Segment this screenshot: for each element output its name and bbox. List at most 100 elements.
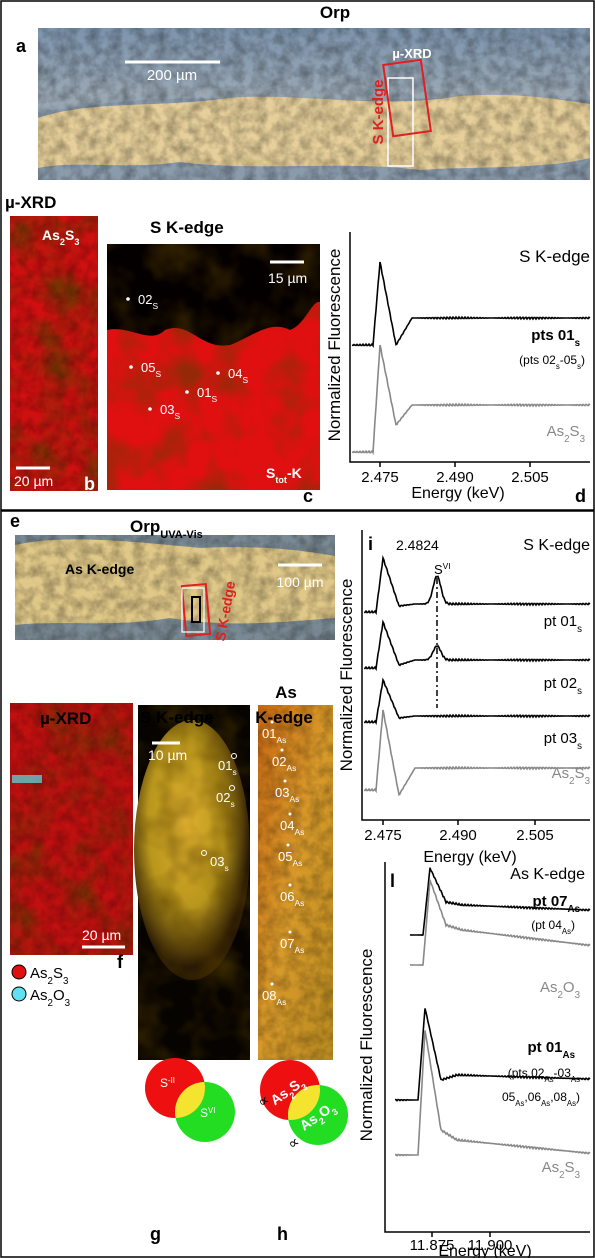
point-label: 05As — [278, 849, 302, 868]
label: As K-edge — [510, 866, 585, 883]
text-part: -05 — [560, 353, 578, 367]
text-part: 02 — [138, 292, 152, 307]
panel-heading: K-edge — [255, 708, 313, 727]
text-part: ,08 — [550, 1090, 567, 1104]
subscript: 3 — [575, 990, 580, 1001]
label: Stot-K — [266, 465, 302, 485]
subscript: S — [155, 369, 161, 379]
frame-bottom — [0, 510, 595, 1258]
text-part: 05 — [502, 1090, 516, 1104]
subscript: As — [286, 763, 296, 773]
subscript: s — [230, 799, 234, 809]
subscript: 3 — [580, 434, 585, 445]
subscript: 2 — [569, 776, 574, 787]
legend-label: (pts 02As-03As — [508, 1066, 580, 1084]
point — [201, 850, 207, 856]
panel-letter: f — [117, 952, 124, 972]
axis-title: Energy (keV) — [438, 1243, 531, 1258]
text-part: S — [565, 1159, 575, 1176]
subscript: As — [276, 997, 286, 1007]
point-label: 06As — [280, 889, 304, 908]
label: As2S3 — [42, 227, 79, 247]
subscript: As — [276, 735, 286, 745]
image-h — [258, 705, 333, 1060]
point — [270, 982, 274, 986]
venn-h — [260, 1060, 348, 1145]
subscript: s — [577, 624, 582, 635]
image-e — [15, 535, 335, 640]
legend-label: As2S3 — [552, 765, 590, 787]
subscript: -II — [168, 1076, 175, 1085]
text-part: (pts 02 — [508, 1066, 545, 1080]
panel-letter: e — [10, 511, 20, 531]
tick-label: 2.475 — [364, 827, 402, 844]
subscript: 2 — [559, 1170, 564, 1181]
spectrum — [394, 1008, 591, 1102]
point — [283, 779, 287, 783]
scale-bar-label: 20 µm — [82, 927, 121, 943]
point-label: 08As — [262, 988, 286, 1007]
legend-label: As2O3 — [540, 979, 580, 1001]
panel-letter: a — [16, 36, 27, 56]
label: S K-edge — [370, 79, 387, 144]
axis-title: Normalized Fluorescence — [357, 949, 376, 1142]
scale-bar-label: 10 µm — [148, 747, 187, 763]
text-part: O — [53, 987, 65, 1004]
panel-heading: µ-XRD — [5, 193, 56, 212]
panel-letter: c — [303, 486, 313, 506]
subscript: s — [224, 863, 228, 873]
point-label: 01s — [218, 758, 237, 777]
point — [288, 883, 292, 887]
tick-label: 11.875 — [410, 1237, 455, 1254]
subscript: As — [289, 794, 299, 804]
label: SVI — [200, 1106, 215, 1121]
point-label: 04As — [280, 818, 304, 837]
text-part: -03 — [554, 1066, 572, 1080]
subscript: 2 — [48, 998, 53, 1009]
text-part: S — [200, 1106, 208, 1120]
text-part: 01 — [262, 726, 276, 741]
subscript: As — [567, 1099, 576, 1108]
text-part: -K — [287, 465, 302, 481]
tick-label: 2.490 — [436, 469, 474, 486]
axis-title: Normalized Fluorescence — [325, 249, 344, 442]
point — [185, 390, 189, 394]
image-a — [38, 28, 590, 180]
subscript: VI — [208, 1106, 215, 1115]
text-part: S — [266, 465, 275, 481]
legend-label: As2S3 — [542, 1159, 580, 1181]
image-b — [10, 216, 98, 491]
label: µ-XRD — [115, 640, 154, 655]
axes — [349, 232, 590, 1237]
subscript: As — [571, 1075, 580, 1084]
panel-letter: l — [390, 871, 395, 891]
label: 2.4824 — [396, 537, 439, 553]
point-label: 04S — [228, 366, 248, 385]
subscript: 2 — [288, 1090, 298, 1101]
subscript: As — [568, 904, 581, 915]
point — [270, 720, 274, 724]
image-c — [107, 244, 320, 490]
text-part: 01 — [197, 385, 211, 400]
text-part: 03 — [160, 402, 174, 417]
text-part: pt 02 — [544, 675, 577, 692]
legend-label: 05As,06As,08As) — [502, 1090, 580, 1108]
subscript: As — [292, 858, 302, 868]
point — [288, 930, 292, 934]
point-label: 01S — [197, 385, 217, 404]
text-part: ,06 — [524, 1090, 541, 1104]
text-part: S — [434, 562, 443, 577]
subscript: 2 — [564, 434, 569, 445]
point-label: 03As — [275, 785, 299, 804]
legend-label: As2S3 — [547, 423, 585, 445]
subscript: s — [577, 741, 582, 752]
subscript: UVA-Vis — [160, 529, 203, 541]
legend-dot — [11, 986, 27, 1002]
subscript: 2 — [48, 976, 53, 987]
venn-g — [145, 1058, 235, 1142]
legend-label: As2O3 — [30, 987, 70, 1009]
subscript: As — [515, 1099, 524, 1108]
point-label: 07As — [280, 936, 304, 955]
panel-heading: µ-XRD — [40, 709, 91, 728]
label: S K-edge — [523, 537, 590, 554]
